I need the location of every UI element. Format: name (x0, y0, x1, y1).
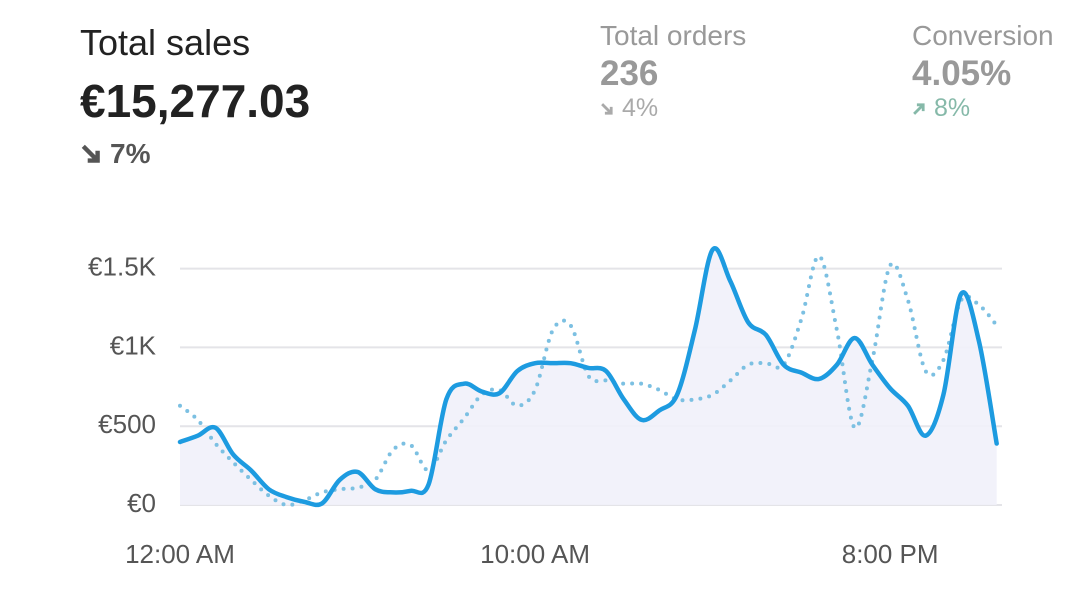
y-tick-label: €1K (110, 330, 157, 360)
line (178, 254, 999, 508)
x-tick-label: 8:00 PM (842, 539, 939, 569)
change-arrow (601, 102, 613, 115)
metric-change: 4% (600, 94, 746, 123)
metric: Total orders 236 4% (600, 20, 746, 123)
metric-label: Total orders (600, 20, 747, 51)
change-arrow (81, 144, 100, 163)
change-text: 4% (622, 94, 659, 122)
change-arrow (913, 102, 925, 115)
metric-change: 8% (912, 94, 1054, 123)
change-text: 8% (934, 94, 971, 122)
change-text: 7% (110, 138, 151, 169)
line (177, 245, 999, 508)
metric: Total sales €15,277.03 7% (80, 22, 310, 170)
y-tick-label: €0 (127, 488, 156, 518)
metric-change: 7% (80, 138, 310, 170)
metric-value: €15,277.03 (80, 75, 311, 127)
metric-label: Total sales (80, 22, 251, 63)
y-tick-label: €500 (98, 409, 156, 439)
y-tick-label: €1.5K (88, 252, 157, 282)
metric: Conversion 4.05% 8% (912, 20, 1054, 123)
x-tick-label: 10:00 AM (480, 539, 590, 569)
metric-value: 236 (600, 54, 659, 93)
metric-value: 4.05% (912, 54, 1012, 93)
metric-label: Conversion (912, 20, 1054, 51)
x-tick-label: 12:00 AM (125, 539, 235, 569)
